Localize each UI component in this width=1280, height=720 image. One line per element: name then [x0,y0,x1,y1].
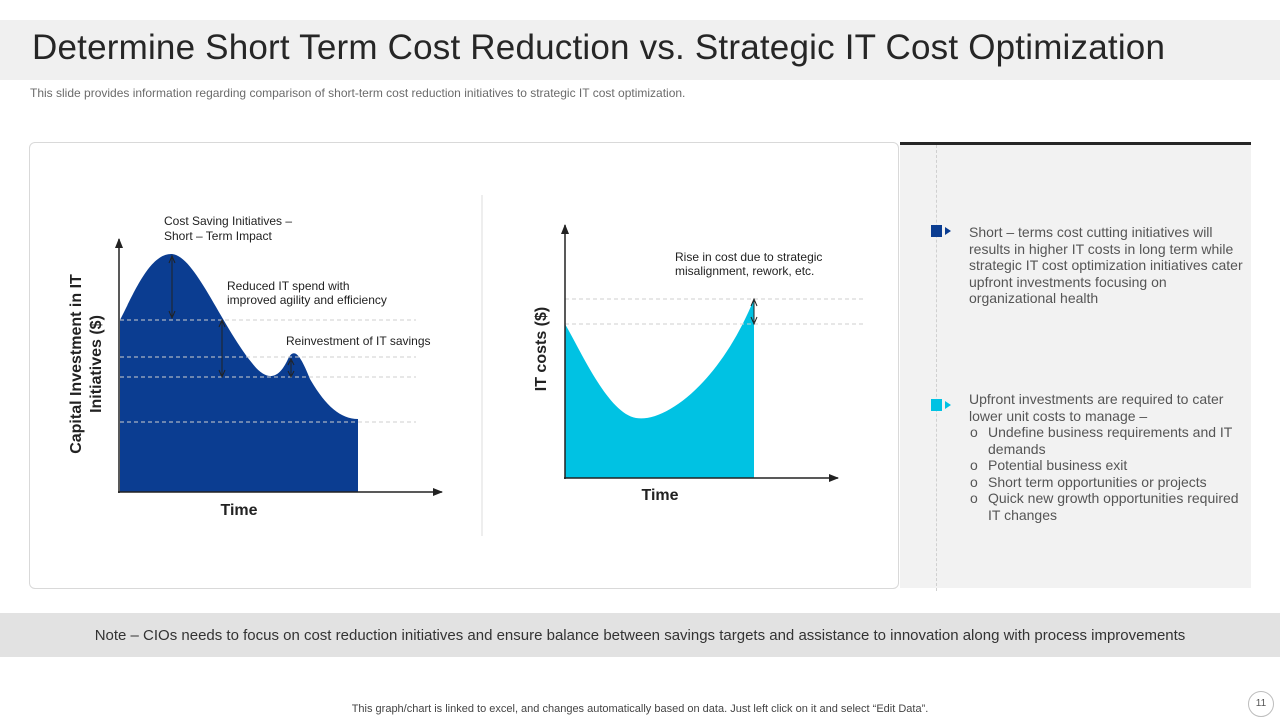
left-annotation-reduced-2: improved agility and efficiency [227,293,387,307]
sub-item: Short term opportunities or projects [969,474,1249,491]
note-text: Note – CIOs needs to focus on cost reduc… [94,627,1186,644]
left-annotation-cost-saving-1: Cost Saving Initiatives – [164,214,292,228]
strategic-cost-area [565,299,754,478]
title-bar: Determine Short Term Cost Reduction vs. … [0,20,1280,80]
comparison-diagram: Cost Saving Initiatives – Short – Term I… [68,195,863,536]
left-double-arrow-3-heads [287,357,295,379]
left-double-arrow-2-heads [218,318,226,379]
left-annotation-reduced-1: Reduced IT spend with [227,279,350,293]
sub-item: Quick new growth opportunities required … [969,490,1249,523]
bullet-1-marker-icon [931,225,951,237]
panel-dashed-line [936,145,937,591]
bullet-2-marker-icon [931,399,951,411]
footer-note: This graph/chart is linked to excel, and… [351,703,929,715]
info-panel: Short – terms cost cutting initiatives w… [900,142,1251,591]
page-title: Determine Short Term Cost Reduction vs. … [32,28,1166,67]
left-x-axis-label: Time [220,502,257,519]
note-bar: Note – CIOs needs to focus on cost reduc… [0,613,1280,657]
page-number-badge[interactable]: 11 [1248,691,1274,717]
sub-item-list: Undefine business requirements and IT de… [969,424,1249,523]
left-double-arrow-1-heads [168,254,176,320]
right-x-axis-label: Time [641,487,678,504]
right-y-axis-label: IT costs ($) [533,307,550,391]
left-y-axis-label-2: Initiatives ($) [88,315,105,413]
bullet-1-text: Short – terms cost cutting initiatives w… [969,224,1243,306]
chart-card: Cost Saving Initiatives – Short – Term I… [29,142,899,589]
bullet-2-block: Upfront investments are required to cate… [969,391,1249,523]
bullet-2-intro: Upfront investments are required to cate… [969,391,1224,424]
page-subtitle: This slide provides information regardin… [30,86,686,100]
left-annotation-reinvestment: Reinvestment of IT savings [286,334,431,348]
sub-item: Undefine business requirements and IT de… [969,424,1249,457]
right-double-arrow-heads [750,297,758,326]
right-annotation-rise-2: misalignment, rework, etc. [675,264,814,278]
sub-item: Potential business exit [969,457,1249,474]
left-y-axis-label-1: Capital Investment in IT [68,274,85,454]
left-annotation-cost-saving-2: Short – Term Impact [164,229,272,243]
short-term-cost-area [120,253,358,492]
right-annotation-rise-1: Rise in cost due to strategic [675,250,822,264]
